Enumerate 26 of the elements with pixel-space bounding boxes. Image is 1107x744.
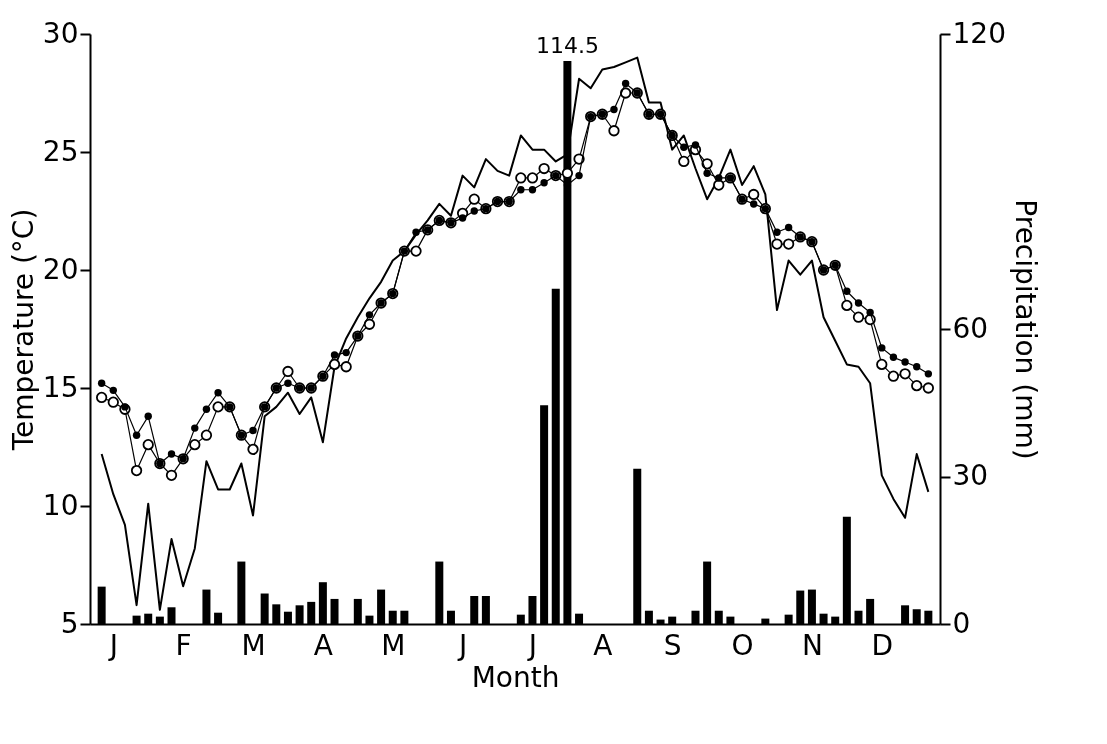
x-tick-label: J: [526, 628, 538, 662]
x-tick-label: A: [593, 628, 613, 662]
x-tick-label: M: [241, 628, 266, 662]
y2-tick-label: 120: [952, 16, 1006, 50]
x-tick-label: D: [871, 628, 894, 662]
x-tick-label: O: [731, 628, 754, 662]
x-tick-label: F: [175, 628, 192, 662]
y-tick-label: 30: [42, 16, 79, 50]
y-tick-label: 15: [42, 370, 79, 404]
y2-tick-label: 0: [952, 606, 971, 640]
y2-tick-label: 30: [952, 459, 989, 492]
x-tick-label: J: [456, 628, 468, 662]
x-tick-label: J: [107, 628, 118, 662]
x-tick-label: S: [663, 628, 682, 662]
x-tick-label: M: [381, 628, 406, 662]
y-tick-label: 25: [42, 134, 79, 168]
y-tick-label: 10: [42, 488, 79, 522]
data-label: 114.5: [535, 33, 599, 59]
y2-axis-title: Precipitation (mm): [1008, 199, 1042, 460]
x-axis-title: Month: [471, 660, 560, 694]
y-tick-label: 20: [42, 252, 79, 286]
y-axis-title: Temperature (°C): [6, 208, 40, 452]
x-tick-label: N: [801, 628, 823, 662]
x-tick-label: A: [313, 628, 333, 662]
y-tick-label: 5: [60, 606, 79, 640]
y2-tick-label: 60: [952, 311, 989, 345]
